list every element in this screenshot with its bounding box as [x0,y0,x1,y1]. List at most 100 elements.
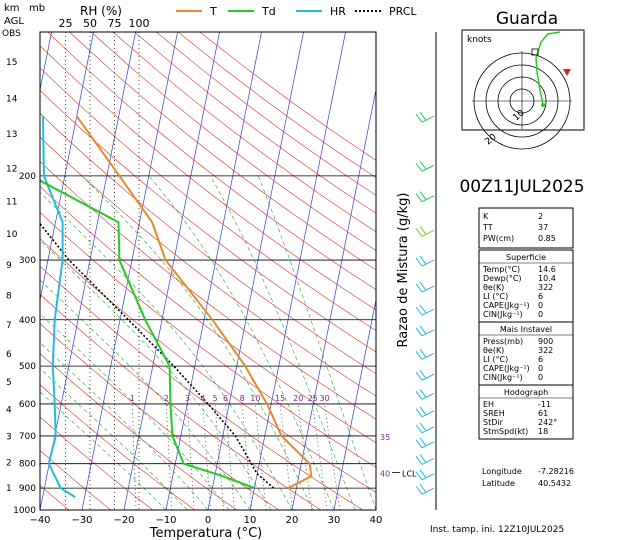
isotherm-line [375,508,376,510]
wind-barb [421,457,435,465]
mixing-ratio-line [279,403,293,510]
height-tick-label: 15 [6,58,17,68]
wind-barb-flag [419,469,427,479]
location-value: 40.5432 [538,479,571,488]
wind-barb-flag [419,281,427,291]
surface-key: Temp(°C) [482,265,520,274]
dry-adiabat-line [40,186,376,444]
wind-barb-flag [419,304,427,314]
unstable-value: 6 [538,355,543,364]
wind-barb [421,373,435,381]
pressure-tick-label: 1000 [13,506,36,516]
hodo-stats-box [478,384,574,440]
header-agl: AGL [4,16,24,27]
wind-barb-flag [419,255,427,265]
dry-adiabat-line [90,32,376,251]
mixing-ratio-label: 30 [320,394,330,403]
mixing-ratio-label: 1 [130,394,135,403]
unstable-value: 322 [538,346,553,355]
wind-barb-flag [419,348,427,358]
unstable-key: LI (°C) [483,355,508,364]
pressure-tick-label: 500 [19,362,36,372]
header-mb: mb [29,3,45,14]
location-key: Latitude [482,479,515,488]
unstable-key: CAPE(Jkg⁻¹) [483,364,530,373]
wind-barb-flag [415,471,423,481]
unstable-key: Press(mb) [483,337,523,346]
moist-adiabat-line [209,175,356,510]
x-tick-label: −40 [29,515,50,526]
height-tick-label: 12 [6,164,17,174]
station-name: Guarda [496,9,558,29]
wind-barb-flag [419,389,427,398]
x-tick-label: −20 [113,515,134,526]
height-tick-label: 5 [6,378,12,388]
mixing-ratio-label: 15 [275,394,285,403]
hodo-stats-key: StDir [483,418,504,427]
y-axis-title-right: Razao de Mistura (g/kg) [396,193,411,348]
height-tick-label: 7 [6,321,12,331]
wind-barb [421,410,435,418]
dry-adiabat-line [40,416,153,510]
mixing-ratio-line [202,403,211,510]
isotherm-line [207,32,304,510]
temperature-axis: −40 −30 −20 −10 0 10 20 30 40 [29,515,382,526]
height-tick-label: 13 [6,130,17,140]
wind-barb-flag [419,160,427,170]
height-tick-label: 6 [6,350,12,360]
wind-barb-flag [415,456,423,465]
wind-barb-flag [415,485,423,495]
index-key: K [483,212,489,221]
mixing-ratio-label: 5 [213,394,218,403]
height-axis: 15 14 13 12 11 10 9 8 7 6 5 4 3 2 1 [6,58,18,494]
mixing-ratio-line [241,403,253,510]
plot-frame [39,31,377,511]
dry-adiabat-line [40,89,376,353]
mixing-ratio-labels: 1 2 3 4 5 6 8 10 15 20 25 30 [130,394,330,403]
surface-box [478,249,574,323]
surface-value: 6 [538,292,543,301]
hodograph-ring-label: 20 [484,132,499,147]
wind-barb [421,426,435,434]
dry-adiabat-line [40,112,376,375]
wind-barb [421,441,435,449]
rh-tick-label: 25 [59,17,73,30]
humidity-line [42,116,76,499]
storm-motion-marker [563,69,571,76]
theta-labels: 35 40 LCL [380,433,417,479]
footer-text: Inst. tamp. ini. 12Z10JUL2025 [430,525,564,535]
unstable-title: Mais Instavel [500,325,552,334]
surface-value: 322 [538,283,553,292]
header-obs: OBS [2,29,21,39]
index-key: TT [482,223,493,232]
index-value: 2 [538,212,543,221]
height-tick-label: 9 [6,261,12,271]
mixing-ratio-label: 25 [308,394,318,403]
header-km: km [4,3,20,14]
hodo-stats-key: SREH [483,409,505,418]
height-tick-label: 1 [6,484,12,494]
hodo-stats-key: StmSpd(kt) [483,427,528,436]
hodograph-units: knots [467,35,492,45]
wind-barb-flag [415,439,423,449]
x-tick-label: 40 [370,515,383,526]
surface-key: CAPE(Jkg⁻¹) [483,301,530,310]
dry-adiabat-line [40,384,195,510]
mixing-ratio-label: 2 [164,394,169,403]
x-tick-label: 0 [205,515,211,526]
legend-label: HR [330,5,346,18]
isobar-lines [40,32,376,510]
dry-adiabat-line [40,293,321,510]
wind-barb-flag [415,371,423,381]
index-value: 37 [538,223,548,232]
mixing-ratio-label: 6 [223,394,228,403]
mixing-ratio-lines [132,403,341,510]
wind-barb-flag [415,350,423,360]
hodograph-start [541,103,545,107]
wind-barb [421,329,435,337]
moist-adiabat-line [40,192,293,510]
dry-adiabat-line [40,450,111,510]
mixing-ratio-label: 4 [200,394,205,403]
dry-adiabat-lines [40,32,376,510]
pressure-tick-label: 800 [19,460,36,470]
